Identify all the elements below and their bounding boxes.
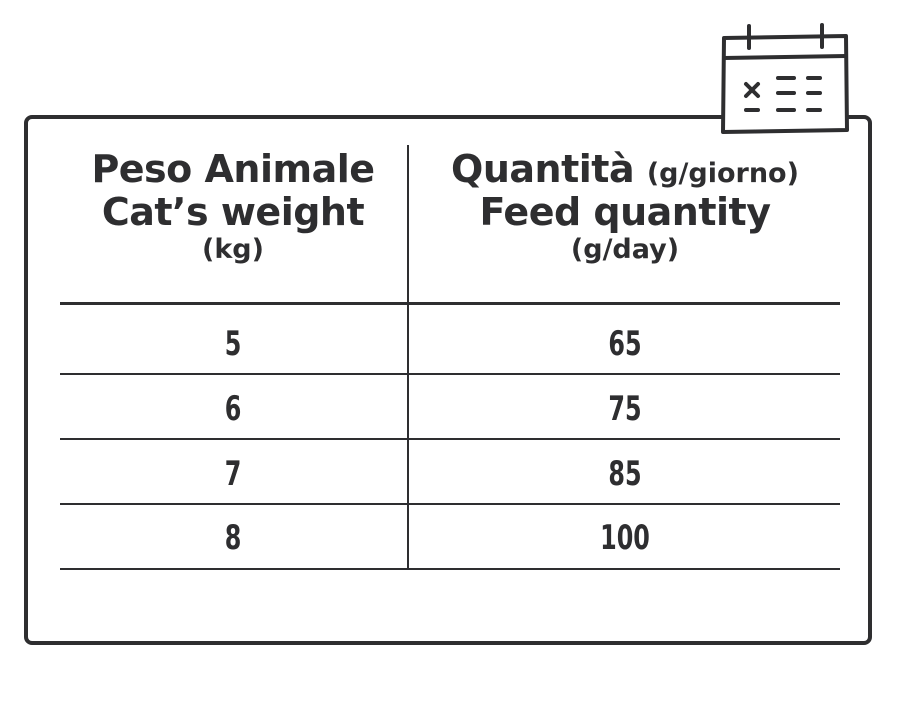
row-divider [60, 438, 840, 440]
column-divider [407, 145, 409, 569]
table-cell-quantity: 85 [608, 454, 642, 494]
calendar-icon [721, 23, 849, 134]
header-quantity-italian-line: Quantità (g/giorno) [410, 150, 840, 188]
row-divider [60, 373, 840, 375]
table-cell-weight: 8 [224, 518, 242, 558]
feeding-table-card [24, 115, 872, 645]
header-weight-unit: (kg) [202, 234, 264, 265]
table-cell-weight: 5 [224, 324, 242, 364]
table-cell-quantity: 65 [608, 324, 642, 364]
table-cell-quantity: 75 [608, 389, 642, 429]
header-quantity-english: Feed quantity [479, 190, 771, 234]
table-cell-quantity: 100 [600, 518, 650, 558]
header-weight-english: Cat’s weight [101, 190, 365, 234]
table-bottom-rule [60, 568, 840, 570]
header-rule [60, 302, 840, 305]
header-quantity-italian-unit: (g/giorno) [646, 158, 799, 189]
row-divider [60, 503, 840, 505]
header-quantity-unit: (g/day) [570, 234, 680, 265]
header-weight-italian: Peso Animale [91, 147, 375, 191]
table-cell-weight: 6 [224, 389, 242, 429]
table-cell-weight: 7 [224, 454, 242, 494]
weight-column-header: Peso Animale Cat’s weight (kg) [60, 150, 406, 263]
header-quantity-italian: Quantità [451, 147, 635, 191]
quantity-column-header: Quantità (g/giorno) Feed quantity (g/day… [410, 150, 840, 263]
